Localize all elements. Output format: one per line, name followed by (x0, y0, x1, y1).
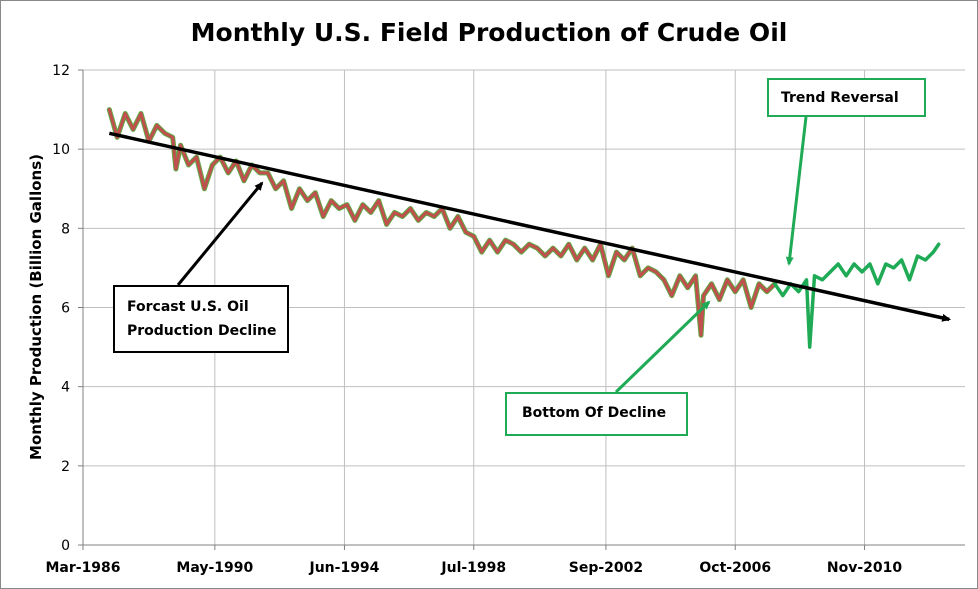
chart-title: Monthly U.S. Field Production of Crude O… (191, 18, 788, 47)
callout-reversal: Trend Reversal (767, 78, 926, 117)
x-tick-label: Sep-2002 (569, 560, 643, 576)
y-tick-label: 10 (52, 142, 70, 158)
y-axis-label: Monthly Production (Billion Gallons) (27, 154, 45, 460)
trend-line (108, 131, 952, 322)
trend-layer (108, 131, 952, 322)
y-tick-label: 8 (61, 221, 70, 237)
reversal-arrow (785, 116, 808, 266)
x-tick-label: Jun-1994 (309, 560, 380, 576)
axis-layer: 0 2 4 6 8 10 12 Mar-1986 May-1990 Jun-1994 Jul-199… (45, 63, 965, 576)
series-reversal-line (773, 242, 941, 349)
y-tick-label: 2 (61, 459, 70, 475)
bottom-arrow (614, 300, 711, 394)
y-tick-label: 4 (61, 380, 70, 396)
callout-forecast: Forcast U.S. Oil Production Decline (113, 285, 289, 353)
x-tick-label: Jul-1998 (440, 560, 506, 576)
y-tick-label: 6 (61, 301, 70, 317)
forecast-arrow (176, 181, 264, 286)
x-tick-label: May-1990 (176, 560, 253, 576)
x-tick-label: Mar-1986 (45, 560, 120, 576)
x-tick-label: Oct-2006 (699, 560, 771, 576)
callout-bottom: Bottom Of Decline (505, 392, 688, 436)
y-tick-label: 0 (61, 538, 70, 554)
x-tick-label: Nov-2010 (827, 560, 902, 576)
y-tick-label: 12 (52, 63, 70, 79)
